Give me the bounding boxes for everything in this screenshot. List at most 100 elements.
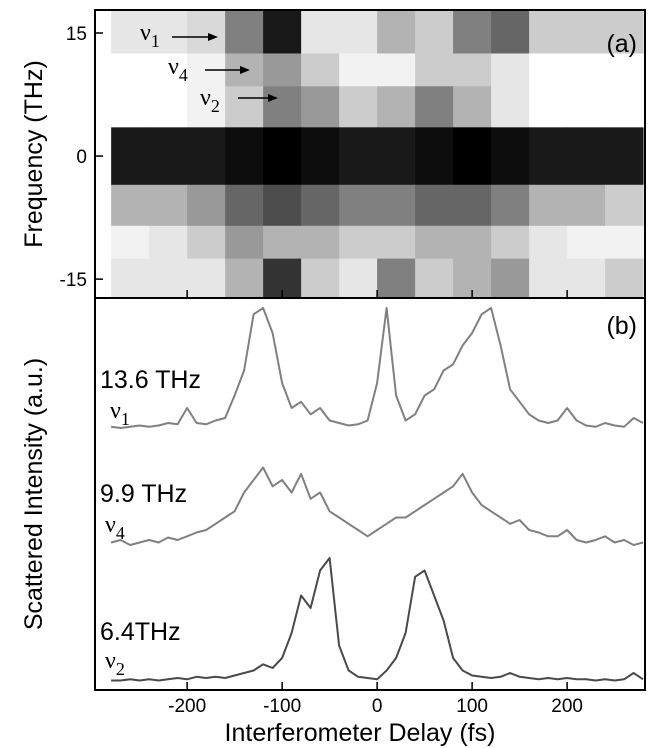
- heat-cell: [491, 258, 530, 298]
- heat-cell: [529, 225, 568, 260]
- heat-cell: [301, 184, 340, 227]
- heat-cell: [377, 258, 416, 298]
- heat-cell: [415, 53, 454, 87]
- heat-cell: [377, 225, 416, 260]
- heat-cell: [187, 184, 226, 227]
- y-tick-label: 0: [76, 147, 87, 168]
- heat-cell: [263, 225, 302, 260]
- annotation-sub: 2: [211, 96, 220, 116]
- heat-cell: [377, 53, 416, 87]
- heat-cell: [263, 127, 302, 186]
- heat-cell: [567, 10, 606, 54]
- trace: [110, 307, 644, 429]
- heat-cell: [111, 225, 150, 260]
- heat-cell: [491, 53, 530, 87]
- heat-cell: [339, 184, 378, 227]
- heat-cell: [605, 53, 644, 87]
- annotation-symbol: ν: [140, 20, 151, 46]
- heat-cell: [339, 10, 378, 54]
- heat-cell: [187, 258, 226, 298]
- heat-cell: [415, 184, 454, 227]
- annotation: ν2: [200, 85, 220, 116]
- heat-cell: [567, 225, 606, 260]
- series-mode: ν2: [105, 648, 125, 679]
- series-mode-sub: 2: [116, 659, 125, 679]
- annotation-arrowhead: [208, 33, 218, 41]
- heat-cell: [187, 127, 226, 186]
- heat-cell: [111, 10, 150, 54]
- heat-cell: [339, 225, 378, 260]
- heat-cell: [453, 10, 492, 54]
- heat-cell: [263, 10, 302, 54]
- heat-cell: [339, 53, 378, 87]
- x-tick-label: 200: [551, 696, 583, 717]
- heat-cell: [263, 53, 302, 87]
- heat-cell: [339, 86, 378, 128]
- annotation: ν4: [168, 54, 188, 85]
- heat-cell: [605, 10, 644, 54]
- panel-label: (b): [606, 312, 637, 340]
- heat-cell: [529, 53, 568, 87]
- heat-cell: [529, 10, 568, 54]
- heat-cell: [149, 225, 188, 260]
- heat-cell: [301, 10, 340, 54]
- heat-cell: [111, 86, 150, 128]
- series-mode: ν1: [110, 398, 130, 429]
- heat-cell: [149, 86, 188, 128]
- series-label: 9.9 THz: [100, 480, 187, 508]
- heat-cell: [225, 258, 264, 298]
- annotation-arrowhead: [268, 94, 278, 102]
- annotation: ν1: [140, 20, 160, 51]
- heat-cell: [225, 225, 264, 260]
- heat-cell: [491, 86, 530, 128]
- series-mode-symbol: ν: [110, 398, 121, 424]
- annotation-arrowhead: [240, 66, 250, 74]
- heat-cell: [605, 184, 644, 227]
- heat-cell: [187, 86, 226, 128]
- x-tick-label: 0: [372, 696, 383, 717]
- heat-cell: [225, 184, 264, 227]
- heat-cell: [415, 86, 454, 128]
- heat-cell: [377, 86, 416, 128]
- heat-cell: [339, 258, 378, 298]
- heat-cell: [377, 184, 416, 227]
- heat-cell: [415, 10, 454, 54]
- x-axis-label: Interferometer Delay (fs): [225, 719, 496, 747]
- frame: [94, 297, 646, 691]
- heat-cell: [491, 10, 530, 54]
- heat-cell: [529, 184, 568, 227]
- heat-cell: [301, 86, 340, 128]
- heat-cell: [567, 86, 606, 128]
- heat-cell: [377, 127, 416, 186]
- heat-cell: [149, 53, 188, 87]
- heat-cell: [301, 53, 340, 87]
- heat-cell: [377, 10, 416, 54]
- heat-cell: [187, 10, 226, 54]
- heat-cell: [605, 127, 644, 186]
- annotation-sub: 1: [151, 31, 160, 51]
- heat-cell: [339, 127, 378, 186]
- annotation-symbol: ν: [168, 54, 179, 80]
- heat-cell: [529, 258, 568, 298]
- heat-cell: [453, 225, 492, 260]
- heat-cell: [605, 86, 644, 128]
- x-tick-label: 100: [456, 696, 488, 717]
- series-label: 6.4THz: [100, 618, 181, 646]
- heat-cell: [453, 53, 492, 87]
- heat-cell: [111, 53, 150, 87]
- heat-cell: [491, 225, 530, 260]
- heat-cell: [491, 127, 530, 186]
- heat-cell: [453, 86, 492, 128]
- heat-cell: [301, 258, 340, 298]
- annotation-symbol: ν: [200, 85, 211, 111]
- heat-cell: [263, 86, 302, 128]
- series-mode-sub: 1: [121, 409, 130, 429]
- heat-cell: [453, 184, 492, 227]
- heat-cell: [567, 184, 606, 227]
- heat-cell: [301, 225, 340, 260]
- heat-cell: [111, 184, 150, 227]
- x-tick-label: -100: [263, 696, 301, 717]
- heat-cell: [415, 225, 454, 260]
- heat-cell: [529, 127, 568, 186]
